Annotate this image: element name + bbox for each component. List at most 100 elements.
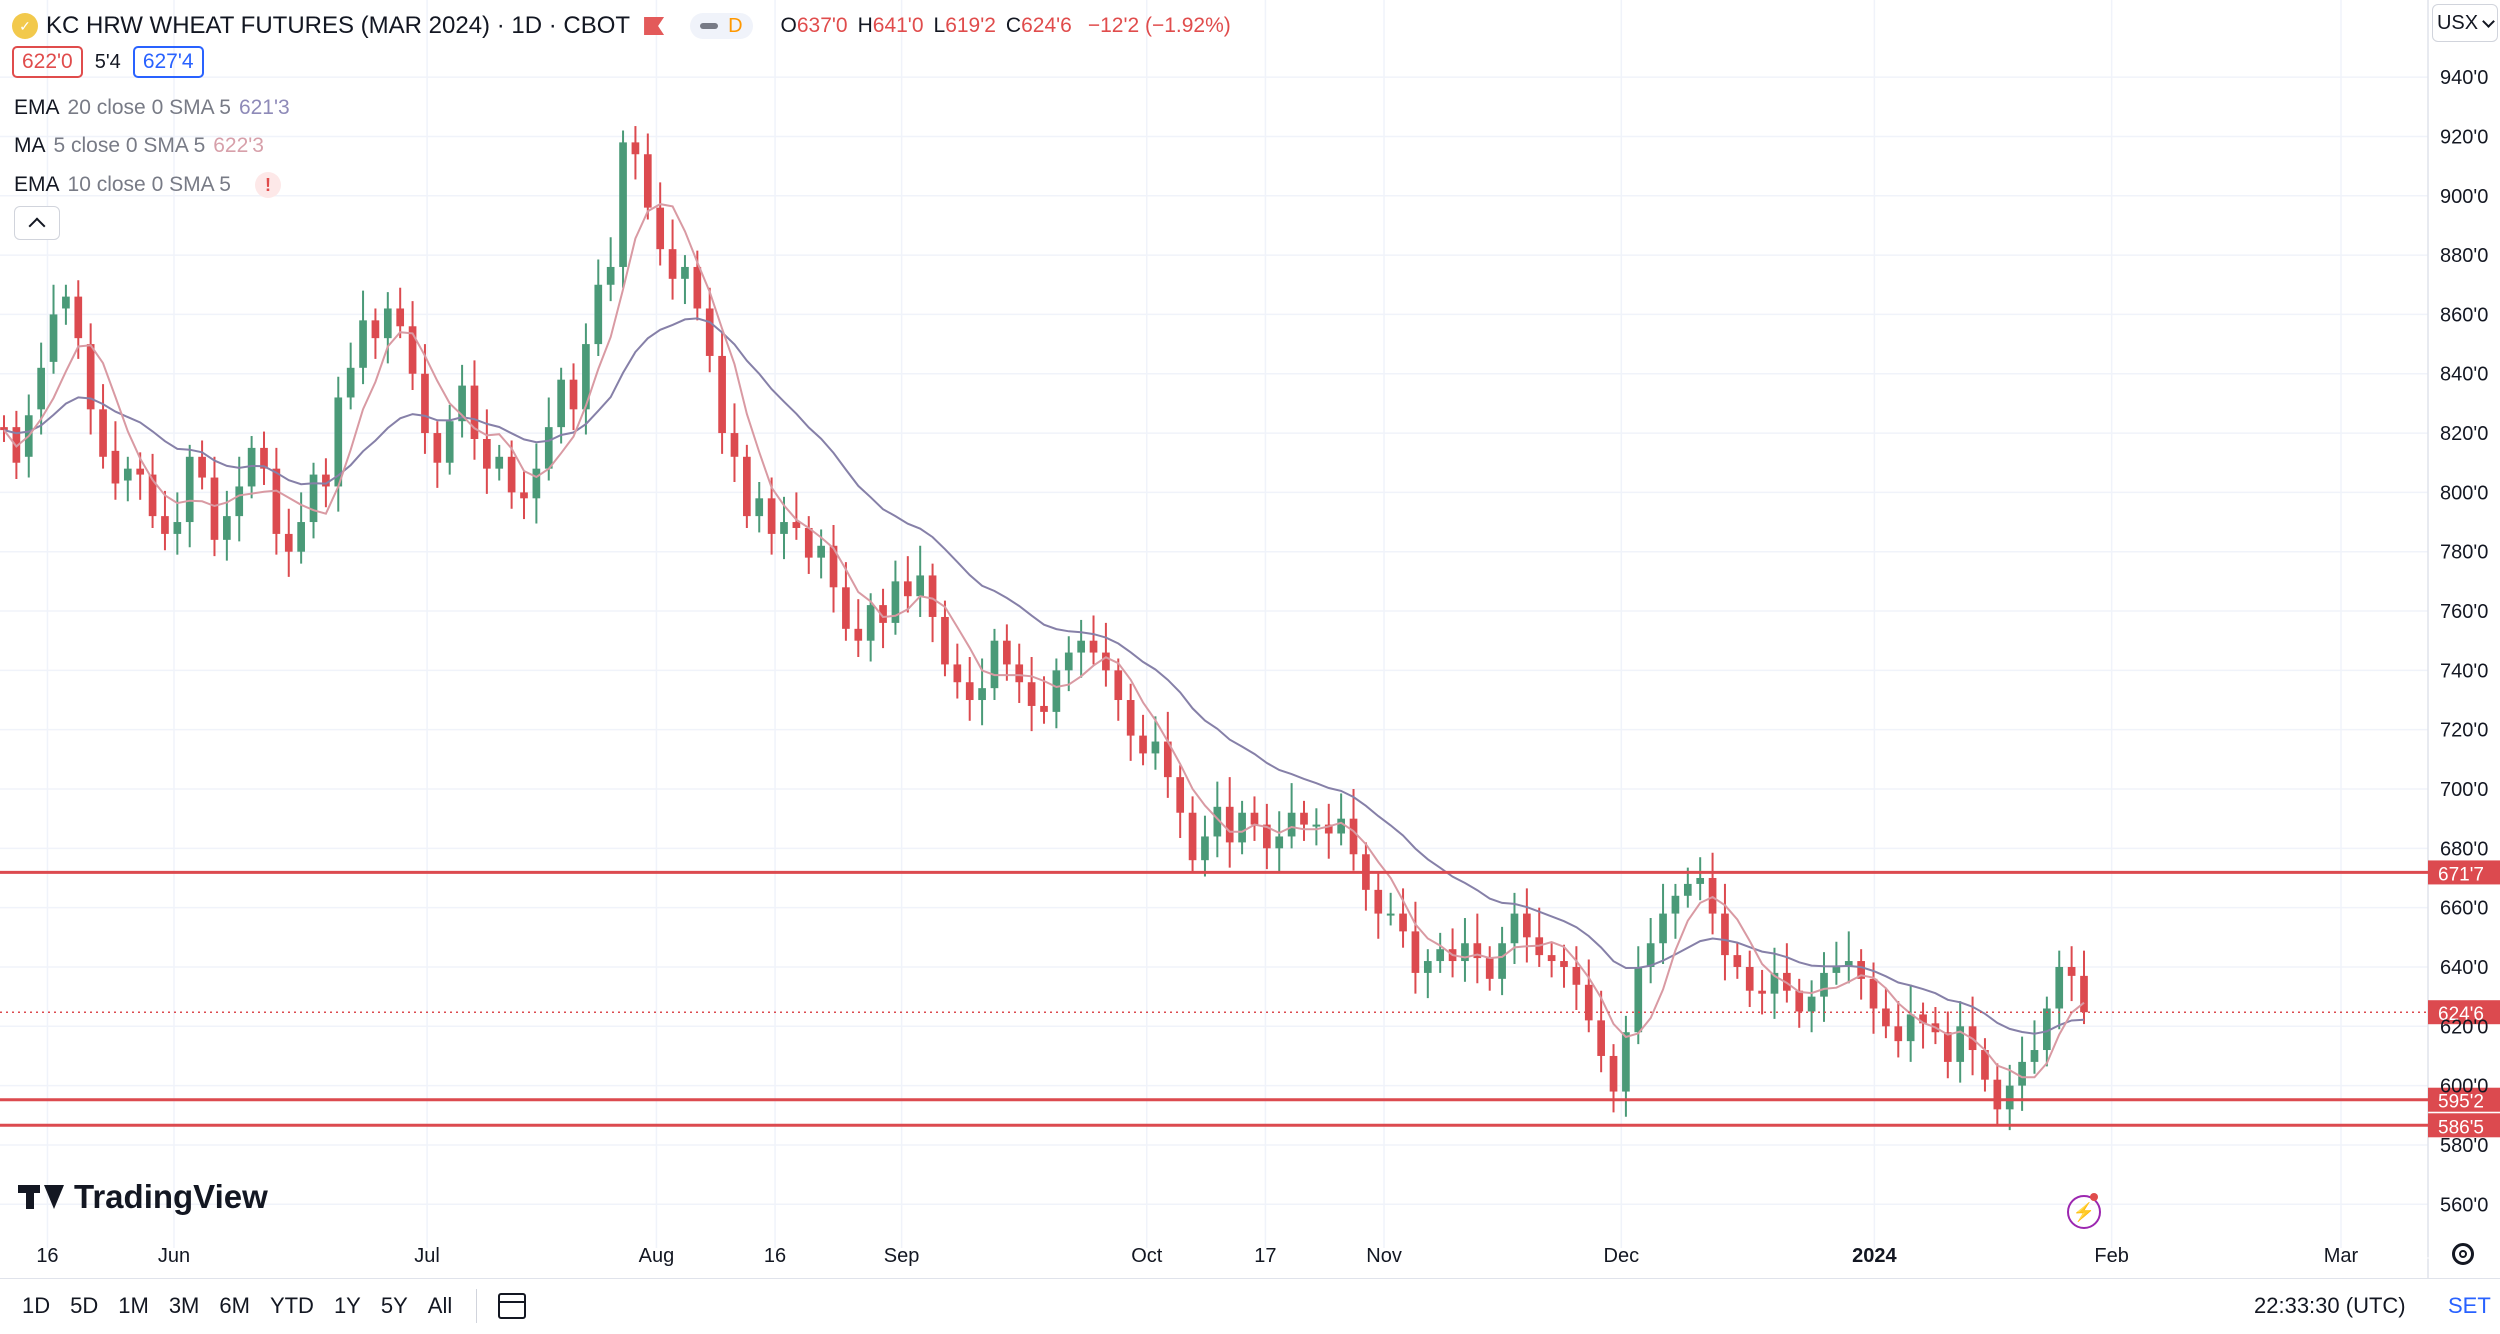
time-axis-label: Aug [639, 1245, 675, 1267]
candle-body [668, 249, 677, 279]
candle-body [458, 385, 466, 422]
candle-body [594, 284, 603, 345]
range-6m[interactable]: 6M [219, 1293, 250, 1318]
candle-body [1102, 652, 1110, 671]
price-axis-label: 900'0 [2440, 186, 2488, 208]
candle-body [1523, 913, 1531, 938]
calendar-goto-icon[interactable] [498, 1293, 526, 1319]
candle-body [1634, 966, 1643, 1033]
candle-body [1225, 806, 1234, 843]
candle-body [1683, 883, 1692, 896]
candle-body [62, 296, 70, 309]
ohlc-open: 637'0 [796, 14, 848, 37]
range-5y[interactable]: 5Y [380, 1293, 408, 1318]
time-axis-label: Jun [158, 1245, 190, 1267]
horizontal-line-label: 595'2 [2438, 1092, 2484, 1113]
candle-body [743, 456, 751, 517]
symbol-title[interactable]: KC HRW WHEAT FUTURES (MAR 2024) · 1D · C… [46, 12, 631, 39]
candle-body [297, 522, 305, 552]
candle-body [916, 575, 925, 597]
candle-body [705, 308, 714, 356]
range-all[interactable]: All [427, 1293, 453, 1318]
range-1y[interactable]: 1Y [333, 1293, 361, 1318]
lightning-icon[interactable]: ⚡ [2067, 1195, 2101, 1229]
candle-body [1064, 652, 1073, 671]
range-1d[interactable]: 1D [22, 1293, 51, 1318]
candle-body [1139, 735, 1147, 754]
candle-body [74, 296, 83, 339]
candle-body [879, 605, 887, 623]
range-3m[interactable]: 3M [168, 1293, 200, 1318]
price-axis-label: 820'0 [2440, 423, 2488, 445]
candle-body [1807, 996, 1816, 1012]
candle-body [990, 640, 999, 689]
indicator-ema20[interactable]: EMA 20 close 0 SMA 5 621'3 [14, 96, 290, 120]
candle-body [582, 344, 590, 410]
candle-body [619, 142, 627, 267]
session-settings-button[interactable]: SET [2448, 1293, 2491, 1318]
price-change: −12'2 (−1.92%) [1087, 14, 1231, 37]
candle-body [1040, 705, 1048, 712]
ohlc-open-label: O [780, 14, 797, 37]
candle-body [1126, 700, 1135, 736]
candle-body [483, 438, 491, 469]
candle-body [2030, 1050, 2039, 1062]
candle-body [1745, 966, 1754, 991]
candle-body [1993, 1079, 2002, 1110]
candle-body [866, 605, 875, 641]
indicator-value: 622'3 [213, 134, 264, 157]
candle-body [520, 492, 528, 499]
visibility-pill[interactable]: D [690, 13, 753, 39]
indicator-ma5[interactable]: MA 5 close 0 SMA 5 622'3 [14, 134, 264, 158]
chart-canvas[interactable]: 671'7 595'2 586'5 624'6 940'0 920'0 900'0 880'0… [0, 0, 2500, 1278]
candle-body [1461, 943, 1469, 962]
candle-body [1473, 943, 1482, 959]
candle-body [1659, 913, 1667, 944]
ohlc-close-label: C [1005, 14, 1022, 37]
symbol-logo-icon[interactable]: ✓ [12, 13, 38, 39]
horizontal-line-label-bg [2428, 860, 2500, 885]
range-ytd[interactable]: YTD [269, 1293, 314, 1318]
candle-body [86, 344, 95, 410]
candle-body [1721, 913, 1729, 956]
currency-select[interactable]: USX [2432, 4, 2498, 42]
tradingview-logo[interactable]: TradingView [18, 1178, 268, 1216]
candle-body [1981, 1050, 1989, 1080]
bid-ask-row: 622'0 5'4 627'4 [12, 46, 204, 78]
horizontal-line-label-bg [2428, 1087, 2500, 1112]
candle-body [842, 587, 850, 629]
collapse-legend-button[interactable] [14, 206, 60, 240]
candle-body [99, 409, 107, 457]
hide-icon[interactable] [700, 23, 719, 29]
candle-body [854, 628, 863, 641]
candle-body [1770, 972, 1779, 994]
ask-price-button[interactable]: 627'4 [132, 46, 204, 78]
candle-body [544, 427, 553, 469]
candle-body [1052, 670, 1061, 712]
time-axis-label: 16 [764, 1245, 786, 1267]
candle-body [978, 688, 986, 701]
flag-icon[interactable] [644, 17, 664, 35]
candle-body [1646, 943, 1655, 967]
gear-icon[interactable] [2452, 1243, 2474, 1265]
candle-body [1906, 1014, 1915, 1042]
candle-body [1176, 777, 1185, 813]
utc-clock[interactable]: 22:33:30 (UTC) [2254, 1293, 2406, 1318]
candle-body [1869, 978, 1878, 1009]
range-1m[interactable]: 1M [118, 1293, 149, 1318]
price-axis-label: 760'0 [2440, 601, 2488, 623]
ma5-line [3, 203, 2085, 1079]
indicator-ema10[interactable]: EMA 10 close 0 SMA 5 ! [14, 172, 281, 198]
candle-body [1894, 1026, 1903, 1042]
candle-body [1337, 818, 1345, 834]
price-axis-label: 860'0 [2440, 304, 2488, 326]
indicator-params: 20 close 0 SMA 5 [67, 96, 231, 119]
candle-body [817, 545, 825, 558]
bid-price-button[interactable]: 622'0 [12, 46, 83, 78]
warning-icon[interactable]: ! [254, 172, 281, 198]
candle-body [928, 575, 937, 617]
candle-body [247, 447, 256, 487]
last-price-label-bg [2428, 1000, 2500, 1025]
range-5d[interactable]: 5D [70, 1293, 99, 1318]
indicator-name: MA [14, 134, 46, 157]
